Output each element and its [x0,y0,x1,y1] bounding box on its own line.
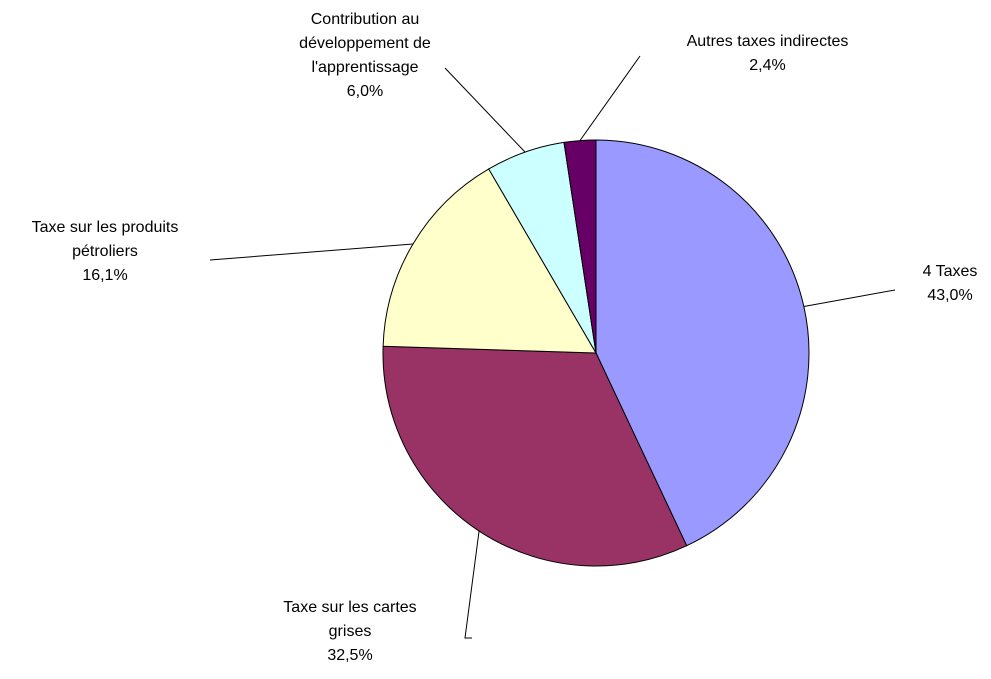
leader-line [803,289,896,308]
slice-value: 43,0% [927,287,973,304]
slice-name: Taxe sur les produits pétroliers [31,219,179,260]
slice-label: 4 Taxes 43,0% [890,260,991,308]
slice-value: 6,0% [346,83,384,100]
slice-value: 32,5% [327,647,373,664]
slice-value: 2,4% [749,57,786,74]
leader-line [579,55,641,141]
leader-line [209,243,414,261]
slice-name: 4 Taxes [922,263,978,280]
slice-name: Contribution au développement de l'appre… [299,11,431,76]
slice-label: Taxe sur les produits pétroliers 16,1% [0,216,210,288]
slice-label: Autres taxes indirectes 2,4% [645,30,890,78]
slice-label: Contribution au développement de l'appre… [280,8,450,104]
slice-value: 16,1% [82,267,128,284]
slice-label: Taxe sur les cartes grises 32,5% [265,596,435,668]
slice-name: Taxe sur les cartes grises [283,599,417,640]
leader-line [444,67,526,153]
pie-slice [595,139,810,547]
leader-line [464,530,480,639]
slice-name: Autres taxes indirectes [686,33,849,50]
